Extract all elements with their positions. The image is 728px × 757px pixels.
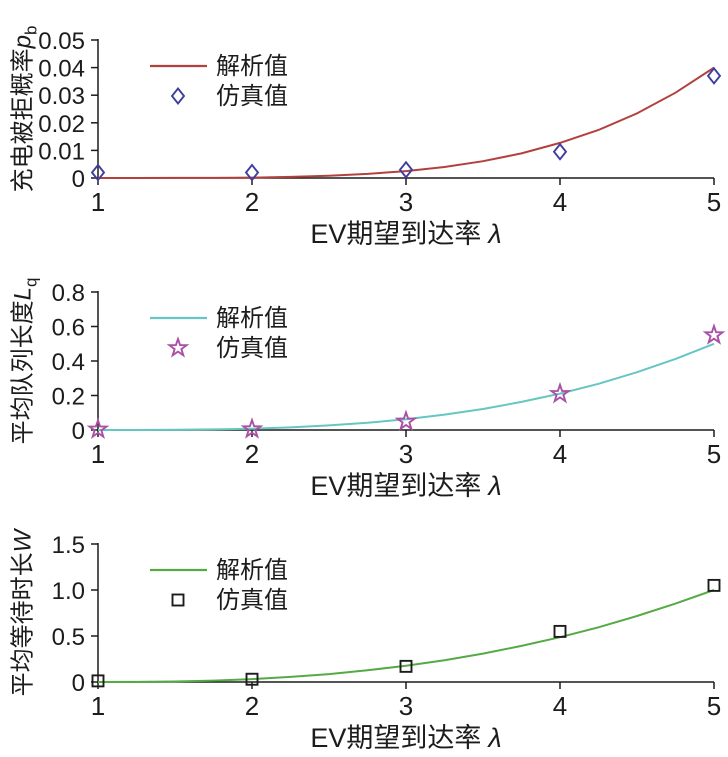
analytic-curve <box>97 589 715 683</box>
legend-label-analytic: 解析值 <box>216 53 288 80</box>
x-tick-label: 3 <box>399 439 413 469</box>
x-label-variable: λ <box>488 471 502 501</box>
y-label-text: 平均队列长度 <box>9 300 37 445</box>
chart-rejection-probability: 0 0.01 0.02 0.03 0.04 0.05 1 2 3 4 5 充电被拒概率pb EV期望… <box>0 0 728 252</box>
analytic-curve <box>98 342 715 431</box>
square-marker <box>707 578 721 592</box>
legend-pb: 解析值 仿真值 <box>216 52 288 112</box>
x-tick-label: 2 <box>245 187 259 217</box>
x-tick-label: 1 <box>91 187 105 217</box>
x-tick-label: 2 <box>245 439 259 469</box>
y-label-text: 充电被拒概率 <box>9 48 37 193</box>
y-tick-label: 0 <box>72 418 85 445</box>
legend-label-simulation: 仿真值 <box>216 587 288 614</box>
star-marker <box>166 336 190 358</box>
y-tick-label: 0.4 <box>52 349 85 376</box>
x-label-text: EV期望到达率 <box>310 471 482 501</box>
chart-queue-length: 0 0.2 0.4 0.6 0.8 1 2 3 4 5 平均队列长度Lq EV期望到达率 λ 解析值… <box>0 252 728 504</box>
star-marker <box>240 417 264 439</box>
plot-area-lq: 0 0.2 0.4 0.6 0.8 1 2 3 4 5 <box>52 280 726 469</box>
legend-entry-simulation: 仿真值 <box>216 334 288 364</box>
x-tick-label: 4 <box>553 691 567 721</box>
x-tick-label: 4 <box>553 187 567 217</box>
y-tick-label: 0 <box>72 166 85 193</box>
y-tick-label: 0.5 <box>52 624 85 651</box>
star-marker <box>548 381 572 404</box>
x-axis-label-w: EV期望到达率 λ <box>310 716 501 755</box>
y-tick-label: 1.5 <box>52 532 85 559</box>
y-axis-label-lq: 平均队列长度Lq <box>3 278 42 445</box>
x-tick-label: 4 <box>553 439 567 469</box>
legend-entry-simulation: 仿真值 <box>216 82 288 112</box>
x-label-variable: λ <box>488 723 502 753</box>
x-tick-label: 2 <box>245 691 259 721</box>
legend-entry-simulation: 仿真值 <box>216 586 288 616</box>
y-label-variable: W <box>9 529 37 553</box>
diamond-marker <box>706 66 722 85</box>
legend-label-simulation: 仿真值 <box>216 335 288 362</box>
x-label-text: EV期望到达率 <box>310 723 482 753</box>
square-marker <box>245 672 259 686</box>
legend-entry-analytic: 解析值 <box>216 304 288 334</box>
x-label-text: EV期望到达率 <box>310 219 482 249</box>
diamond-marker <box>244 163 260 182</box>
x-tick-label: 3 <box>399 187 413 217</box>
square-marker <box>399 659 413 673</box>
diamond-marker <box>398 160 414 179</box>
square-marker <box>171 593 185 607</box>
x-label-variable: λ <box>488 219 502 249</box>
y-tick-label: 0.01 <box>38 138 85 165</box>
x-tick-label: 5 <box>707 691 721 721</box>
legend-lq: 解析值 仿真值 <box>216 304 288 364</box>
chart-waiting-time: 0 0.5 1.0 1.5 1 2 3 4 5 平均等待时长W EV期望到达率 λ 解析值 仿真值 <box>0 504 728 757</box>
x-axis-label-lq: EV期望到达率 λ <box>310 464 501 503</box>
x-tick-label: 1 <box>91 439 105 469</box>
plot-area-w: 0 0.5 1.0 1.5 1 2 3 4 5 <box>52 532 722 721</box>
x-tick-label: 1 <box>91 691 105 721</box>
y-label-variable: p <box>9 35 37 49</box>
y-tick-label: 0.02 <box>38 111 85 138</box>
legend-label-analytic: 解析值 <box>216 557 288 584</box>
legend-w: 解析值 仿真值 <box>216 556 288 616</box>
x-tick-label: 3 <box>399 691 413 721</box>
y-tick-label: 0.2 <box>52 384 85 411</box>
square-marker <box>91 674 105 688</box>
x-tick-label: 5 <box>707 187 721 217</box>
star-marker <box>86 417 110 439</box>
diamond-marker <box>552 142 568 161</box>
y-tick-label: 0.8 <box>52 280 85 307</box>
diamond-marker <box>90 163 106 182</box>
x-axis-label-pb: EV期望到达率 λ <box>310 212 501 251</box>
legend-entry-analytic: 解析值 <box>216 52 288 82</box>
y-tick-label: 0 <box>72 670 85 697</box>
plot-area-pb: 00.010.020.030.040.05 1 2 3 4 5 <box>38 28 722 217</box>
y-tick-label: 0.6 <box>52 315 85 342</box>
legend-entry-analytic: 解析值 <box>216 556 288 586</box>
y-label-variable: L <box>9 287 37 301</box>
y-label-subscript: b <box>21 25 41 36</box>
star-marker <box>394 409 418 432</box>
y-tick-label: 0.04 <box>38 56 85 83</box>
y-tick-label: 0.05 <box>38 28 85 55</box>
y-axis-label-w: 平均等待时长W <box>3 530 42 697</box>
y-label-subscript: q <box>21 277 41 288</box>
legend-label-analytic: 解析值 <box>216 305 288 332</box>
legend-label-simulation: 仿真值 <box>216 83 288 110</box>
star-marker <box>702 323 726 345</box>
y-axis-label-pb: 充电被拒概率pb <box>3 26 42 193</box>
y-tick-label: 1.0 <box>52 578 85 605</box>
y-label-text: 平均等待时长 <box>9 552 37 697</box>
analytic-curve <box>98 66 715 179</box>
square-marker <box>553 624 567 638</box>
y-tick-label: 0.03 <box>38 83 85 110</box>
x-tick-label: 5 <box>707 439 721 469</box>
diamond-marker <box>170 86 186 106</box>
